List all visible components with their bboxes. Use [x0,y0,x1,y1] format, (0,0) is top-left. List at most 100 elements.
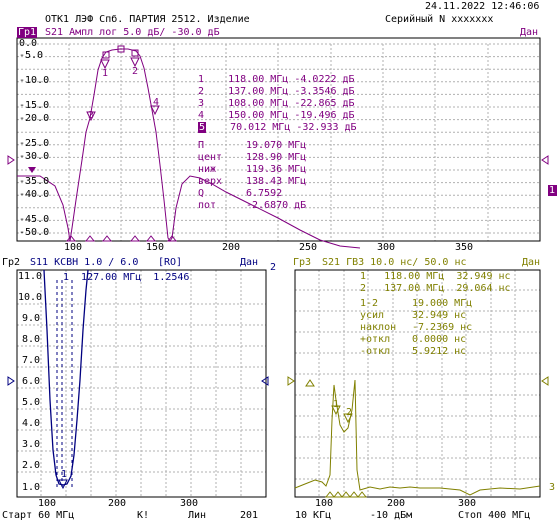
stat-key: Q [198,188,205,199]
right-trace-info[interactable]: S21 ГВЗ 10.0 нс/ 50.0 нс [322,257,467,268]
top-bottom-markers [65,235,178,242]
top-status: Дан [520,27,539,38]
marker-val: -4.0222 дБ [294,74,355,85]
points-count[interactable]: 201 [240,510,259,521]
y-tick: -5.0 [19,50,44,61]
trace-marker-label: 3 [88,110,95,121]
source-power[interactable]: -10 дБм [370,510,413,521]
right-small-marker [305,379,315,387]
stat-key: 1-2 [360,298,379,309]
left-marker-readout: 1 127.00 МГц 1.2546 [63,272,190,283]
stat-value: -2.6870 дБ [246,200,307,211]
channel-1-badge: 1 [549,185,556,196]
sweep-type[interactable]: Лин [188,510,207,521]
stat-key: цент [198,152,223,163]
x-tick: 100 [315,498,334,509]
right-marker-label: 1 [333,399,340,410]
stat-key: П [198,140,205,151]
left-panel-label[interactable]: Гр2 [2,257,21,268]
left-mode: [RO] [158,257,183,268]
y-tick: 2.0 [22,460,41,471]
stat-value: 32.949 нс [412,310,467,321]
marker-val: -32.933 дБ [296,122,357,133]
stat-value: 19.070 МГц [246,140,307,151]
top-right-ref-arrow [541,155,549,165]
y-tick: -50.0 [19,227,50,238]
marker-freq: 137.00 МГц [228,86,289,97]
y-tick: 8.0 [22,334,41,345]
y-tick: 7.0 [22,355,41,366]
y-tick: 6.0 [22,376,41,387]
stat-key: -откл [360,346,391,357]
timestamp: 24.11.2022 12:46:06 [425,1,540,12]
stat-key: +откл [360,334,391,345]
stop-frequency[interactable]: Стоп 400 МГц [458,510,531,521]
left-trace-info[interactable]: S11 КСВН 1.0 / 6.0 [30,257,139,268]
top-trace-info[interactable]: S21 Ампл лог 5.0 дБ/ -30.0 дБ [45,27,220,38]
marker-row[interactable]: 2 137.00 МГц 29.064 нс [360,283,511,294]
y-tick: -30.0 [19,151,50,162]
y-tick: 1.0 [22,482,41,493]
stat-key: пот [198,200,217,211]
x-tick: 100 [38,498,57,509]
x-tick: 200 [108,498,127,509]
stat-value: 0.0000 нс [412,334,467,345]
x-tick: 200 [222,242,241,253]
stat-value: 128.90 МГц [246,152,307,163]
marker-row[interactable]: 2 137.00 МГц -3.3546 дБ [198,86,355,97]
marker-row-active[interactable]: 5 70.012 МГц -32.933 дБ [198,122,357,133]
marker-row[interactable]: 1 118.00 МГц -4.0222 дБ [198,74,355,85]
right-ref-arrow-r [541,376,549,386]
marker-row[interactable]: 1 118.00 МГц 32.949 нс [360,271,511,282]
y-tick: -35.0 [19,176,50,187]
channel-1-badge-bg [548,185,557,196]
y-tick: -25.0 [19,138,50,149]
left-ref-arrow-r [261,376,269,386]
start-frequency[interactable]: Старт 60 МГц [2,510,75,521]
stat-key: усил [360,310,385,321]
y-tick: 10.0 [18,292,43,303]
top-marker-flags [86,45,160,122]
s21-magnitude-trace [17,48,361,249]
marker-row[interactable]: 4 150.00 МГц -19.496 дБ [198,110,355,121]
marker-num: 1 [198,74,205,85]
right-plot-frame [294,269,541,498]
channel-3-badge: 3 [549,482,556,493]
marker-freq: 150.00 МГц [228,110,289,121]
stat-value: 19.000 МГц [412,298,473,309]
stat-value: 119.36 МГц [246,164,307,175]
marker-freq: 137.00 МГц [384,283,445,294]
trace-marker-label: 2 [132,66,139,77]
marker-num: 2 [360,283,367,294]
serial-number: Серийный N xxxxxxx [385,14,494,25]
y-tick: -15.0 [19,100,50,111]
marker-row[interactable]: 3 108.00 МГц -22.865 дБ [198,98,355,109]
if-bandwidth[interactable]: 10 КГц [295,510,332,521]
x-tick: 300 [377,242,396,253]
trace-marker-label: 1 [102,68,109,79]
x-tick: 300 [180,498,199,509]
stat-value: 6.7592 [246,188,283,199]
stat-value: 138.43 МГц [246,176,307,187]
top-left-ref-arrow [7,155,15,165]
marker-val: 32.949 нс [456,271,511,282]
stat-key: ниж [198,164,217,175]
marker-num: 3 [198,98,205,109]
marker-num: 4 [198,110,205,121]
y-tick: 9.0 [22,313,41,324]
marker-num: 1 [360,271,367,282]
right-panel-label[interactable]: Гр3 [293,257,312,268]
marker-5-flag [28,167,36,173]
y-tick: 0.0 [19,38,38,49]
stat-key: верх [198,176,223,187]
left-grid [17,270,266,497]
marker-val: 29.064 нс [456,283,511,294]
left-ref-arrow-l [7,376,15,386]
top-panel-label[interactable]: Гр1 [17,27,38,38]
left-marker-1-flag [58,479,68,490]
y-tick: -20.0 [19,113,50,124]
marker-freq: 70.012 МГц [230,122,291,133]
y-tick: 4.0 [22,418,41,429]
